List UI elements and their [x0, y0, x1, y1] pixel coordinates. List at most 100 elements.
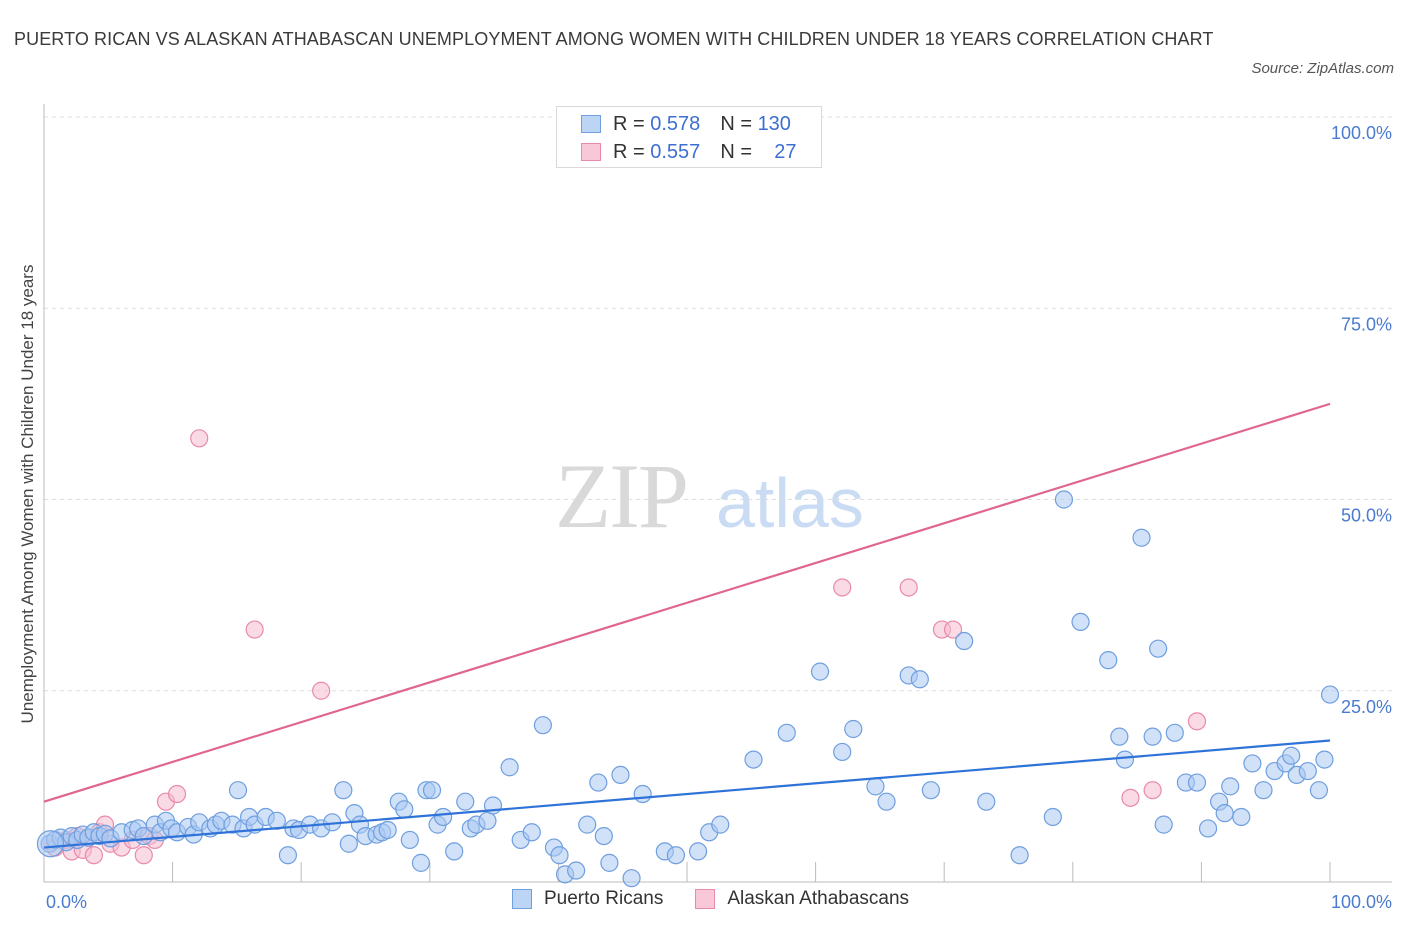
puerto-ricans-point	[977, 792, 996, 811]
puerto-ricans-point	[688, 842, 708, 861]
puerto-ricans-point	[777, 723, 796, 742]
alaskan-athabascans-point	[899, 578, 918, 597]
legend-item-puerto-ricans[interactable]: Puerto Ricans	[512, 888, 663, 910]
n-value: 27	[774, 140, 797, 163]
puerto-ricans-point	[1198, 819, 1218, 838]
puerto-ricans-point	[1149, 639, 1168, 658]
puerto-ricans-point	[395, 800, 414, 819]
puerto-ricans-point	[633, 784, 652, 804]
legend-label: Puerto Ricans	[544, 888, 664, 909]
puerto-ricans-point	[1221, 777, 1240, 796]
n-value: 130	[757, 112, 791, 135]
puerto-ricans-point	[1110, 727, 1129, 746]
puerto-ricans-point	[522, 823, 541, 842]
chart-title: PUERTO RICAN VS ALASKAN ATHABASCAN UNEMP…	[14, 29, 1214, 49]
puerto-ricans-point	[578, 815, 597, 834]
puerto-ricans-point	[589, 773, 608, 792]
puerto-ricans-point	[1010, 846, 1029, 865]
legend-label: Alaskan Athabascans	[727, 888, 910, 909]
alaskan-athabascans-point	[833, 578, 852, 597]
puerto-ricans-point	[1243, 754, 1262, 773]
puerto-ricans-point	[456, 792, 475, 811]
puerto-ricans-point	[1187, 773, 1207, 792]
puerto-ricans-point	[955, 631, 974, 651]
x-ticks	[43, 862, 1331, 882]
alaskan-athabascans-point	[1143, 781, 1162, 800]
puerto-ricans-point	[833, 742, 852, 762]
puerto-ricans-point	[334, 781, 353, 800]
puerto-ricans-point	[921, 781, 940, 800]
puerto-ricans-point	[1054, 490, 1074, 509]
puerto-ricans-point	[666, 846, 686, 865]
alaskan-athabascans-point	[167, 784, 187, 804]
alaskan-athabascans-trend-line	[43, 402, 1331, 803]
puerto-ricans-point	[400, 830, 419, 850]
puerto-ricans-point	[434, 807, 453, 827]
n-label: N =	[720, 140, 752, 163]
puerto-ricans-point	[810, 662, 830, 681]
x-tick-label-min: 0.0%	[46, 892, 87, 912]
watermark: ZIP atlas	[555, 445, 864, 547]
source-note: Source: ZipAtlas.com	[1251, 60, 1394, 77]
gridlines	[44, 116, 1392, 692]
puerto-ricans-point	[550, 846, 569, 865]
puerto-ricans-point	[1143, 727, 1162, 746]
puerto-ricans-point	[622, 869, 641, 888]
puerto-ricans-point	[1315, 750, 1334, 769]
legend-swatch-pink	[581, 143, 601, 161]
legend-item-alaskan-athabascans[interactable]: Alaskan Athabascans	[695, 888, 909, 910]
stats-row-puerto-ricans: R = 0.578 N = 130	[581, 111, 791, 137]
puerto-ricans-point	[1215, 804, 1234, 823]
puerto-ricans-point	[278, 846, 297, 865]
puerto-ricans-point	[866, 777, 885, 796]
puerto-ricans-point	[877, 792, 896, 811]
r-value: 0.578	[650, 112, 701, 135]
puerto-ricans-point	[267, 811, 286, 830]
puerto-ricans-point	[478, 811, 497, 830]
puerto-ricans-point	[1232, 807, 1251, 827]
watermark-atlas: atlas	[716, 464, 864, 542]
puerto-ricans-point	[1132, 528, 1151, 547]
puerto-ricans-point	[1071, 612, 1090, 632]
alaskan-athabascans-point	[1121, 788, 1140, 807]
stats-row-alaskan-athabascans: R = 0.557 N = 27	[581, 139, 796, 165]
legend-swatch-blue	[512, 889, 532, 909]
puerto-ricans-point	[1254, 781, 1273, 800]
puerto-ricans-point	[228, 781, 248, 800]
puerto-ricans-point	[1115, 750, 1135, 769]
puerto-ricans-point	[594, 826, 613, 846]
puerto-ricans-point	[1309, 781, 1329, 800]
y-tick-label: 50.0%	[1341, 506, 1392, 526]
puerto-ricans-point	[500, 758, 519, 777]
puerto-ricans-points	[36, 490, 1340, 888]
puerto-ricans-point	[1165, 723, 1184, 742]
puerto-ricans-point	[533, 716, 552, 735]
puerto-ricans-point	[339, 834, 358, 853]
puerto-ricans-point	[844, 719, 863, 739]
alaskan-athabascans-point	[84, 846, 103, 865]
y-tick-label: 25.0%	[1341, 697, 1392, 717]
puerto-ricans-point	[744, 750, 763, 769]
alaskan-athabascans-point	[1187, 712, 1207, 731]
puerto-ricans-point	[1099, 651, 1118, 670]
puerto-ricans-point	[600, 853, 619, 872]
puerto-ricans-point	[711, 815, 730, 834]
r-label: R =	[613, 140, 645, 163]
puerto-ricans-point	[567, 861, 586, 880]
puerto-ricans-point	[1154, 815, 1173, 834]
puerto-ricans-point	[36, 830, 65, 858]
y-tick-label: 75.0%	[1341, 314, 1392, 334]
n-label: N =	[720, 112, 752, 135]
legend-swatch-pink	[695, 889, 716, 909]
alaskan-athabascans-point	[312, 681, 331, 700]
y-tick-label: 100.0%	[1331, 123, 1392, 143]
puerto-ricans-point	[378, 820, 397, 840]
y-tick-labels: 25.0% 50.0% 75.0% 100.0%	[1331, 123, 1392, 717]
puerto-ricans-point	[411, 853, 431, 872]
series-legend: Puerto Ricans Alaskan Athabascans	[512, 888, 941, 910]
y-axis-label: Unemployment Among Women with Children U…	[18, 265, 37, 724]
r-value: 0.557	[650, 140, 701, 163]
puerto-ricans-point	[611, 765, 630, 785]
puerto-ricans-point	[1043, 807, 1062, 827]
